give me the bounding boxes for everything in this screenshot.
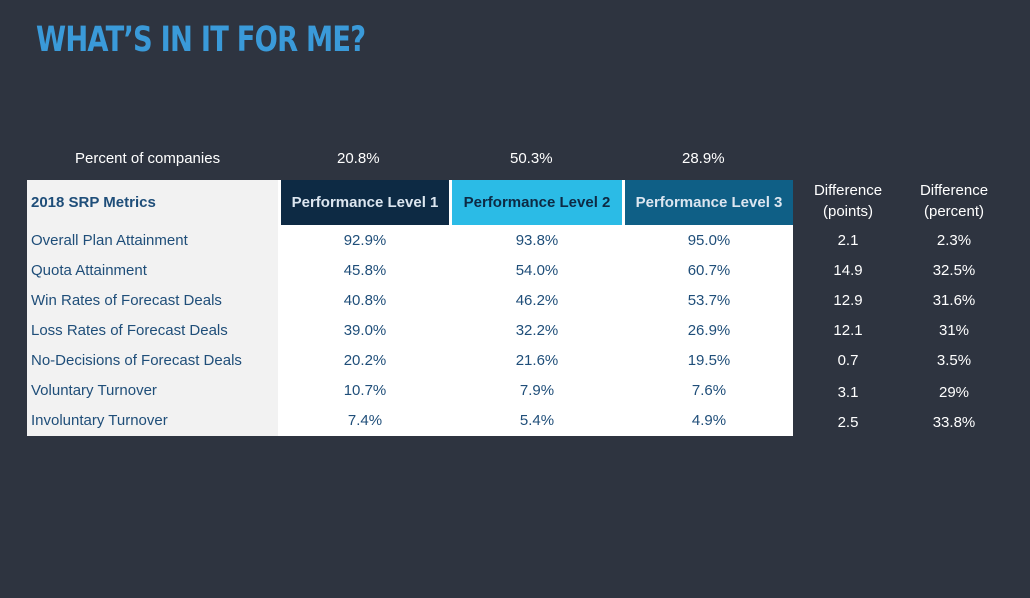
table-row: Win Rates of Forecast Deals 40.8% 46.2% …: [27, 286, 793, 316]
row-level-1: 10.7%: [343, 382, 387, 399]
row-level-2: 5.4%: [519, 412, 555, 429]
table-row: Involuntary Turnover 7.4% 5.4% 4.9%: [27, 406, 793, 436]
row-level-2: 7.9%: [519, 382, 555, 399]
difference-points: 2.1: [837, 232, 859, 249]
percent-level-1: 20.8%: [337, 150, 380, 167]
difference-points: 12.1: [833, 322, 863, 339]
row-level-2: 93.8%: [515, 232, 559, 249]
row-level-1: 7.4%: [347, 412, 383, 429]
difference-percent: 31%: [938, 322, 970, 339]
difference-row: 12.9 31.6%: [0, 286, 1030, 316]
row-level-1: 40.8%: [343, 292, 387, 309]
difference-points: 3.1: [837, 384, 859, 401]
row-level-3: 60.7%: [687, 262, 731, 279]
row-level-2: 21.6%: [515, 352, 559, 369]
table-row: Voluntary Turnover 10.7% 7.9% 7.6%: [27, 376, 793, 406]
table-row: No-Decisions of Forecast Deals 20.2% 21.…: [27, 346, 793, 376]
difference-points: 2.5: [837, 414, 859, 431]
table-row: Loss Rates of Forecast Deals 39.0% 32.2%…: [27, 316, 793, 346]
row-level-3: 95.0%: [687, 232, 731, 249]
row-level-3: 7.6%: [691, 382, 727, 399]
difference-row: 3.1 29%: [0, 378, 1030, 408]
row-level-1: 92.9%: [343, 232, 387, 249]
percent-of-companies-row: Percent of companies 20.8% 50.3% 28.9%: [0, 148, 1030, 172]
row-metric: Voluntary Turnover: [31, 382, 157, 399]
row-level-3: 26.9%: [687, 322, 731, 339]
metrics-table: 2018 SRP Metrics Performance Level 1 Per…: [27, 180, 793, 436]
row-metric: No-Decisions of Forecast Deals: [31, 352, 242, 369]
header-level-3: Performance Level 3: [625, 180, 793, 225]
row-level-2: 54.0%: [515, 262, 559, 279]
row-level-1: 39.0%: [343, 322, 387, 339]
row-level-1: 45.8%: [343, 262, 387, 279]
header-level-2: Performance Level 2: [452, 180, 622, 225]
difference-percent: 33.8%: [932, 414, 976, 431]
difference-row: 2.1 2.3%: [0, 226, 1030, 256]
row-level-2: 32.2%: [515, 322, 559, 339]
difference-row: 12.1 31%: [0, 316, 1030, 346]
difference-row: 14.9 32.5%: [0, 256, 1030, 286]
row-level-1: 20.2%: [343, 352, 387, 369]
difference-points: 14.9: [833, 262, 863, 279]
difference-percent-header: Difference (percent): [919, 182, 989, 220]
difference-points: 0.7: [837, 352, 859, 369]
slide-title: WHAT’S IN IT FOR ME?: [36, 20, 366, 60]
difference-row: 2.5 33.8%: [0, 408, 1030, 438]
percent-row-label: Percent of companies: [75, 150, 221, 167]
difference-percent: 3.5%: [936, 352, 972, 369]
table-row: Overall Plan Attainment 92.9% 93.8% 95.0…: [27, 226, 793, 256]
metrics-header: 2018 SRP Metrics: [31, 194, 156, 211]
difference-percent: 31.6%: [932, 292, 976, 309]
difference-row: 0.7 3.5%: [0, 346, 1030, 376]
table-row: Quota Attainment 45.8% 54.0% 60.7%: [27, 256, 793, 286]
percent-level-3: 28.9%: [682, 150, 725, 167]
header-level-1: Performance Level 1: [281, 180, 449, 225]
row-level-3: 19.5%: [687, 352, 731, 369]
difference-percent: 2.3%: [936, 232, 972, 249]
row-metric: Overall Plan Attainment: [31, 232, 188, 249]
row-metric: Win Rates of Forecast Deals: [31, 292, 222, 309]
row-metric: Loss Rates of Forecast Deals: [31, 322, 228, 339]
row-level-3: 4.9%: [691, 412, 727, 429]
difference-points: 12.9: [833, 292, 863, 309]
percent-level-2: 50.3%: [510, 150, 553, 167]
difference-percent: 32.5%: [932, 262, 976, 279]
metric-column-background: [27, 180, 278, 436]
difference-percent: 29%: [938, 384, 970, 401]
row-metric: Quota Attainment: [31, 262, 147, 279]
difference-points-header: Difference (points): [813, 182, 883, 220]
row-level-2: 46.2%: [515, 292, 559, 309]
row-level-3: 53.7%: [687, 292, 731, 309]
row-metric: Involuntary Turnover: [31, 412, 168, 429]
